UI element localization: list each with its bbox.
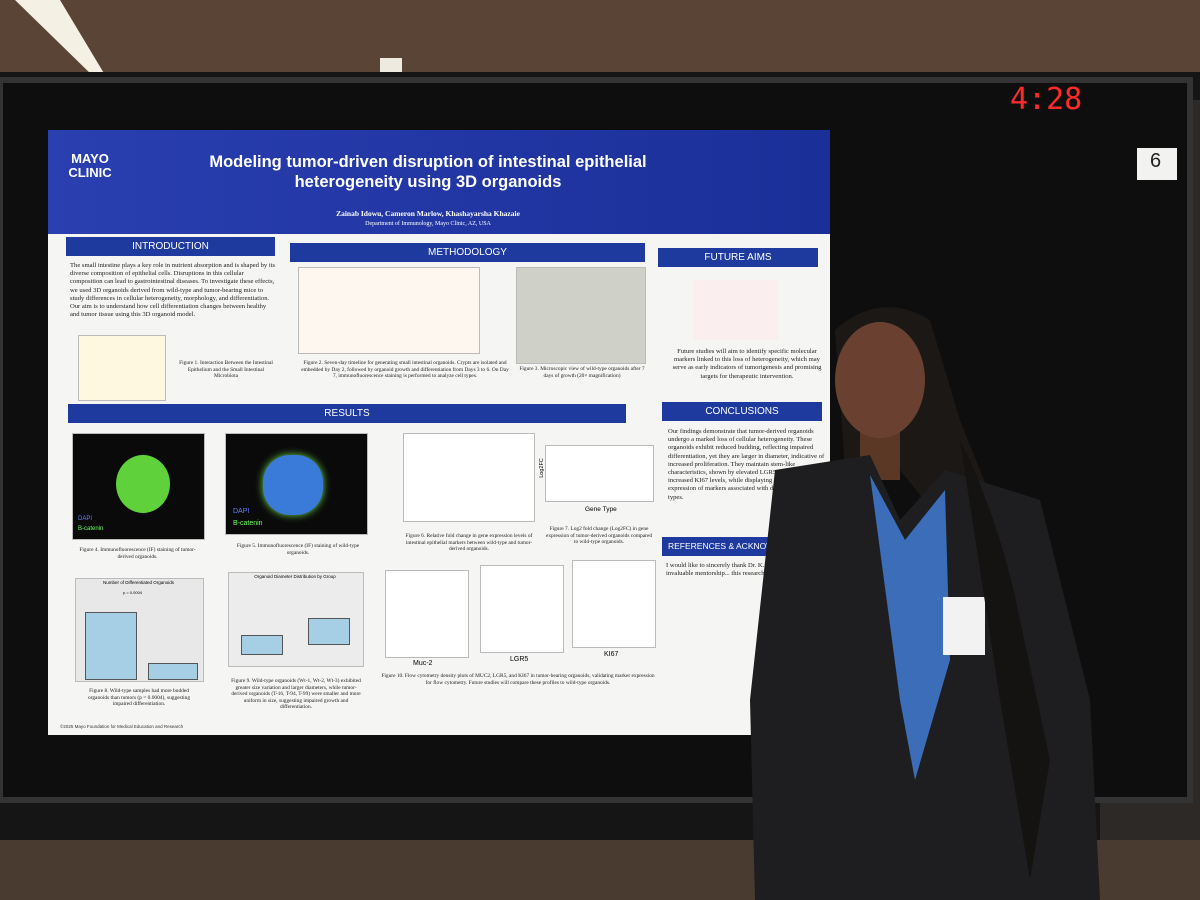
flow-plot <box>572 560 656 648</box>
section-heading: INTRODUCTION <box>66 237 275 256</box>
section-heading: RESULTS <box>68 404 626 423</box>
caption: Figure 7. Log2 fold change (Log2FC) in g… <box>545 526 653 546</box>
caption: Figure 8. Wild-type samples had more bud… <box>87 688 191 708</box>
section-heading: METHODOLOGY <box>290 243 645 262</box>
bar <box>148 663 198 680</box>
p-value: p = 0.0004 <box>123 590 143 595</box>
box <box>241 635 283 655</box>
name-badge <box>943 597 985 655</box>
bar-chart-image <box>403 433 535 522</box>
poster-header <box>48 130 830 234</box>
organoid <box>263 455 323 515</box>
label: DAPI <box>233 508 250 515</box>
label: B-catenin <box>233 520 263 527</box>
microscope-image <box>516 267 646 364</box>
conclusions-text: Our findings demonstrate that tumor-deri… <box>668 428 825 501</box>
caption: Figure 9. Wild-type organoids (Wt-1, Wt-… <box>231 678 361 711</box>
figure-image <box>78 335 166 401</box>
shirt <box>870 475 950 780</box>
ceiling-light <box>15 0 105 78</box>
board-number: 6 <box>1150 150 1162 172</box>
number-card <box>1137 148 1177 180</box>
chart-title: Organoid Diameter Distribution by Group <box>254 574 336 579</box>
caption: Figure 10. Flow cytometry density plots … <box>381 673 655 686</box>
poster: MAYO CLINIC Modeling tumor-driven disrup… <box>48 130 836 735</box>
references-text: I would like to sincerely thank Dr. K...… <box>666 562 803 578</box>
flow-plot <box>385 570 469 658</box>
caption: Figure 2. Seven-day timeline for generat… <box>301 360 509 380</box>
chart-title: Number of Differentiated Organoids <box>103 580 174 585</box>
footer: ©2025 Mayo Foundation for Medical Educat… <box>60 724 184 729</box>
label: DAPI <box>78 516 93 522</box>
authors: Zainab Idowu, Cameron Marlow, Khashayars… <box>336 209 520 218</box>
flow-plot <box>480 565 564 653</box>
axis-label: Gene Type <box>585 506 617 513</box>
label: B-catenin <box>78 526 104 532</box>
organoid <box>116 455 170 513</box>
box <box>308 618 350 645</box>
braids <box>960 440 1050 880</box>
caption: Figure 5. Immunofluorescence (IF) staini… <box>236 543 360 556</box>
flow-label: KI67 <box>604 651 619 658</box>
future-text: Future studies will aim to identify spec… <box>672 348 822 380</box>
section-heading: CONCLUSIONS <box>662 402 822 421</box>
clock: 4:28 <box>1010 82 1083 117</box>
caption: Figure 6. Relative fold change in gene e… <box>405 533 533 553</box>
intestine-image <box>693 280 778 340</box>
poster-title: Modeling tumor-driven disruption of inte… <box>209 153 647 191</box>
section-heading: FUTURE AIMS <box>658 248 818 267</box>
bar-chart-image <box>545 445 654 502</box>
flow-label: Muc-2 <box>413 660 433 667</box>
caption: Figure 1. Interaction Between the Intest… <box>179 360 273 380</box>
face <box>835 322 925 438</box>
flow-label: LGR5 <box>510 656 529 663</box>
timeline-image <box>298 267 480 354</box>
logo: MAYO CLINIC <box>68 151 112 180</box>
caption: Figure 3. Microscopic view of wild-type … <box>519 366 645 379</box>
affiliation: Department of Immunology, Mayo Clinic, A… <box>365 221 491 227</box>
bar <box>85 612 137 680</box>
caption: Figure 4. Immunofluorescence (IF) staini… <box>79 547 196 560</box>
intro-text: The small intestine plays a key role in … <box>70 262 276 319</box>
